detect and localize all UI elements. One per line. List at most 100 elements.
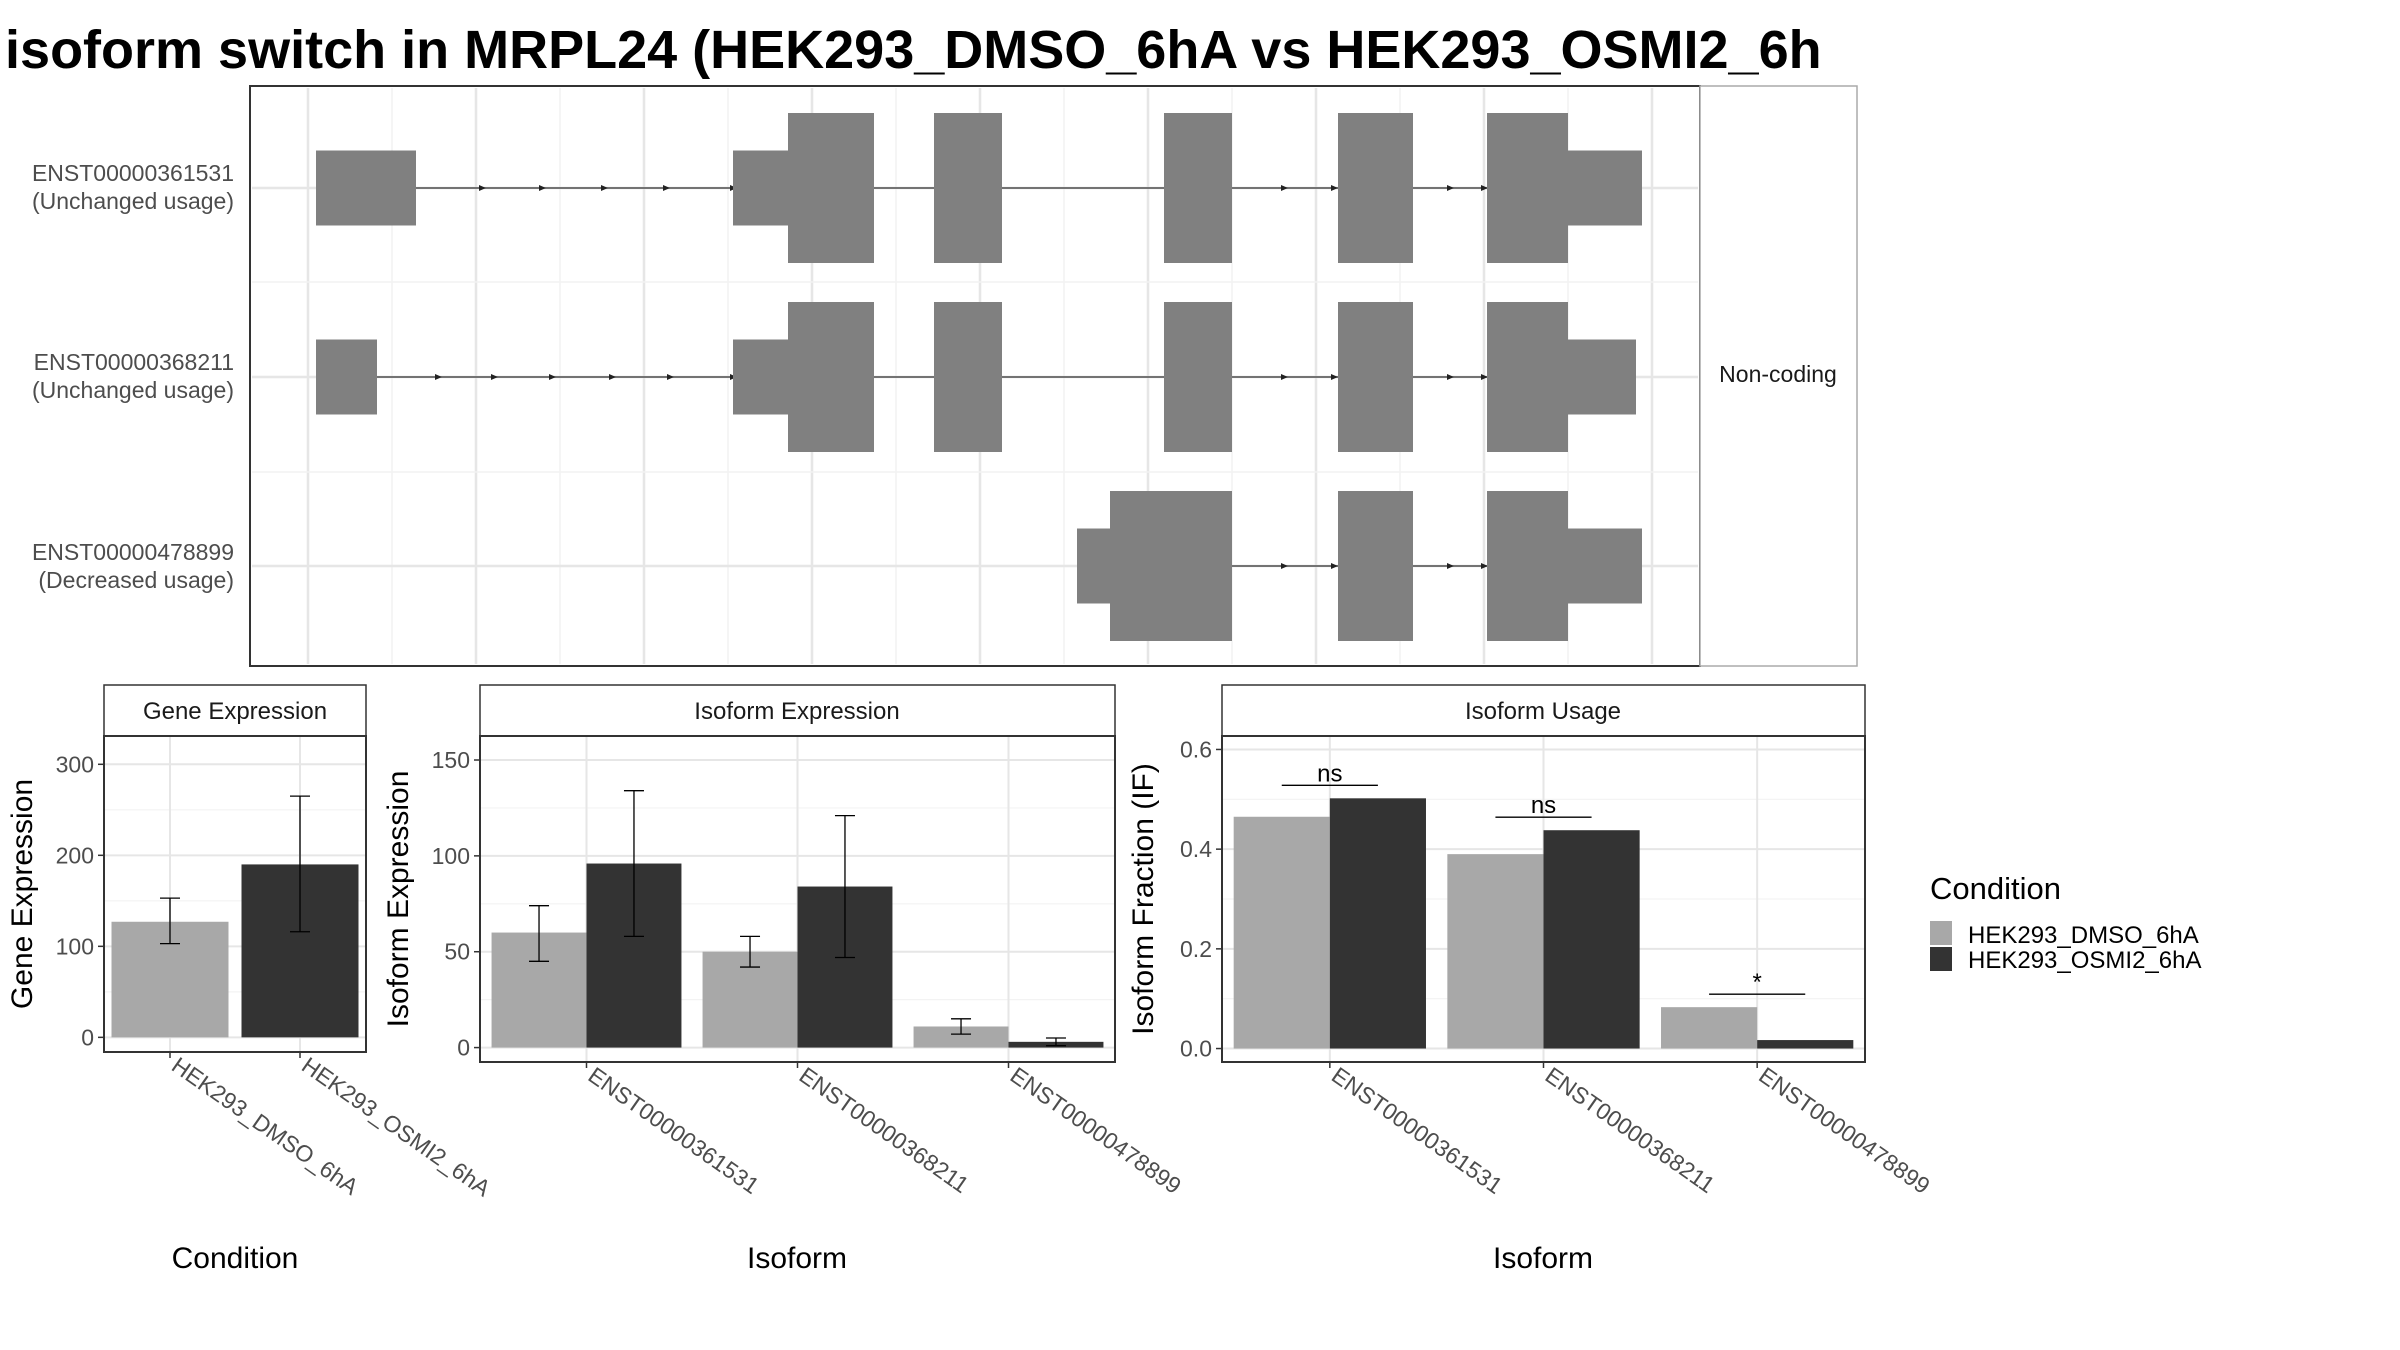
bar xyxy=(1329,798,1426,1049)
isoform-usage-border xyxy=(1221,735,1866,1063)
coding-exon xyxy=(1487,113,1568,263)
y-tick-label: 0.2 xyxy=(1180,936,1212,962)
coding-exon xyxy=(934,113,1002,263)
intron-arrow xyxy=(1481,185,1488,191)
intron-arrow xyxy=(549,374,556,380)
title-clip: e isoform switch in MRPL24 (HEK293_DMSO_… xyxy=(0,0,1866,90)
legend-key-osmi2 xyxy=(1930,947,1952,971)
structure-tracks xyxy=(316,113,1642,641)
x-tick-label: ENST00000368211 xyxy=(1541,1062,1720,1198)
bar xyxy=(1233,816,1330,1049)
intron-arrow xyxy=(667,374,674,380)
intron-arrow xyxy=(1481,374,1488,380)
x-tick-label: ENST00000368211 xyxy=(795,1062,974,1198)
intron-arrow xyxy=(1481,563,1488,569)
intron-arrow xyxy=(1331,374,1338,380)
y-tick-label: 200 xyxy=(56,842,94,868)
transcript-track xyxy=(1077,491,1642,641)
x-tick-label: ENST00000361531 xyxy=(584,1062,764,1199)
isoform-usage-strip-title: Isoform Usage xyxy=(1465,698,1621,725)
coding-exon xyxy=(1338,491,1413,641)
figure-title: e isoform switch in MRPL24 (HEK293_DMSO_… xyxy=(0,20,1822,80)
utr-exon xyxy=(733,150,788,226)
coding-exon xyxy=(1487,491,1568,641)
utr-exon xyxy=(1568,339,1636,415)
gene-expression-ylabel: Gene Expression xyxy=(6,779,39,1009)
x-tick-label: ENST00000361531 xyxy=(1327,1062,1507,1199)
isoform-usage-plot: 0.0 0.2 0.4 0.6 ENST00000361531 ENST000003682… xyxy=(1180,736,1935,1199)
isoform-expression-border xyxy=(479,735,1116,1063)
isoform-usage-panel: Isoform Usage 0.0 0.2 0.4 0.6 ENST0000036153… xyxy=(1127,684,1935,1275)
legend: Condition HEK293_DMSO_6hA HEK293_OSMI2_6… xyxy=(1930,871,2201,974)
isoform-usage-ylabel: Isoform Fraction (IF) xyxy=(1127,763,1160,1035)
intron-arrow xyxy=(1281,374,1288,380)
y-tick-label: 50 xyxy=(444,939,470,965)
legend-label-dmso: HEK293_DMSO_6hA xyxy=(1968,922,2199,949)
gene-expression-plot: 0100200300HEK293_DMSO_6hAHEK293_OSMI2_6h… xyxy=(56,737,496,1202)
intron-arrow xyxy=(1447,563,1454,569)
structure-strip-label: Non-coding xyxy=(1719,361,1837,387)
isoform-expression-ylabel: Isoform Expression xyxy=(382,771,415,1028)
gene-expression-border xyxy=(103,735,367,1053)
y-tick-label: 100 xyxy=(432,843,470,869)
bar xyxy=(913,1026,1009,1048)
isoform-usage-xlabel: Isoform xyxy=(1493,1242,1593,1275)
utr-exon xyxy=(316,150,416,226)
transcript-usage-label: (Decreased usage) xyxy=(38,567,234,593)
bar xyxy=(1447,854,1544,1049)
isoform-expression-panel: Isoform Expression 0 50 100 150 ENST00000361… xyxy=(382,684,1186,1275)
coding-exon xyxy=(1338,302,1413,452)
coding-exon xyxy=(1164,113,1232,263)
utr-exon xyxy=(1568,150,1642,226)
intron-arrow xyxy=(1331,185,1338,191)
intron-arrow xyxy=(435,374,442,380)
coding-exon xyxy=(1110,491,1232,641)
bar xyxy=(1661,1007,1758,1049)
y-tick-label: 300 xyxy=(56,751,94,777)
intron-arrow xyxy=(1281,563,1288,569)
y-tick-label: 0.6 xyxy=(1180,736,1212,762)
y-tick-label: 0.0 xyxy=(1180,1036,1212,1062)
transcript-id-label: ENST00000361531 xyxy=(32,160,234,186)
coding-exon xyxy=(1338,113,1413,263)
intron-arrow xyxy=(1331,563,1338,569)
gene-expression-strip-title: Gene Expression xyxy=(143,698,327,725)
x-tick-label: ENST00000478899 xyxy=(1006,1062,1186,1199)
x-tick-label: ENST00000478899 xyxy=(1754,1062,1934,1199)
legend-key-dmso xyxy=(1930,921,1952,945)
utr-exon xyxy=(316,339,377,415)
significance-label: * xyxy=(1752,969,1761,996)
isoform-expression-plot: 0 50 100 150 ENST00000361531 ENST00000368211 E… xyxy=(432,737,1186,1199)
intron-arrow xyxy=(479,185,486,191)
y-tick-label: 150 xyxy=(432,747,470,773)
y-tick-label: 0.4 xyxy=(1180,836,1212,862)
y-tick-label: 0 xyxy=(457,1035,470,1061)
y-tick-label: 100 xyxy=(56,933,94,959)
isoform-expression-strip xyxy=(479,684,1116,737)
transcript-usage-label: (Unchanged usage) xyxy=(32,188,234,214)
transcript-structure-panel: Non-coding ENST00000361531 (Unchanged us… xyxy=(32,85,1858,667)
bar xyxy=(1757,1040,1854,1049)
intron-arrow xyxy=(1447,374,1454,380)
gene-expression-xlabel: Condition xyxy=(172,1242,299,1275)
utr-exon xyxy=(1568,528,1642,604)
transcript-id-label: ENST00000478899 xyxy=(32,539,234,565)
intron-arrow xyxy=(609,374,616,380)
isoform-usage-strip xyxy=(1221,684,1866,737)
gene-expression-strip xyxy=(103,684,367,737)
coding-exon xyxy=(1164,302,1232,452)
structure-strip xyxy=(1699,85,1858,667)
intron-arrow xyxy=(663,185,670,191)
intron-arrow xyxy=(1447,185,1454,191)
isoform-expression-strip-title: Isoform Expression xyxy=(694,698,899,725)
transcript-track xyxy=(316,302,1636,452)
intron-arrow xyxy=(539,185,546,191)
gene-expression-panel: Gene Expression 0100200300HEK293_DMSO_6h… xyxy=(6,684,496,1275)
utr-exon xyxy=(733,339,788,415)
significance-label: ns xyxy=(1317,760,1342,787)
intron-arrow xyxy=(601,185,608,191)
coding-exon xyxy=(788,302,874,452)
significance-label: ns xyxy=(1531,792,1556,819)
intron-arrow xyxy=(1281,185,1288,191)
